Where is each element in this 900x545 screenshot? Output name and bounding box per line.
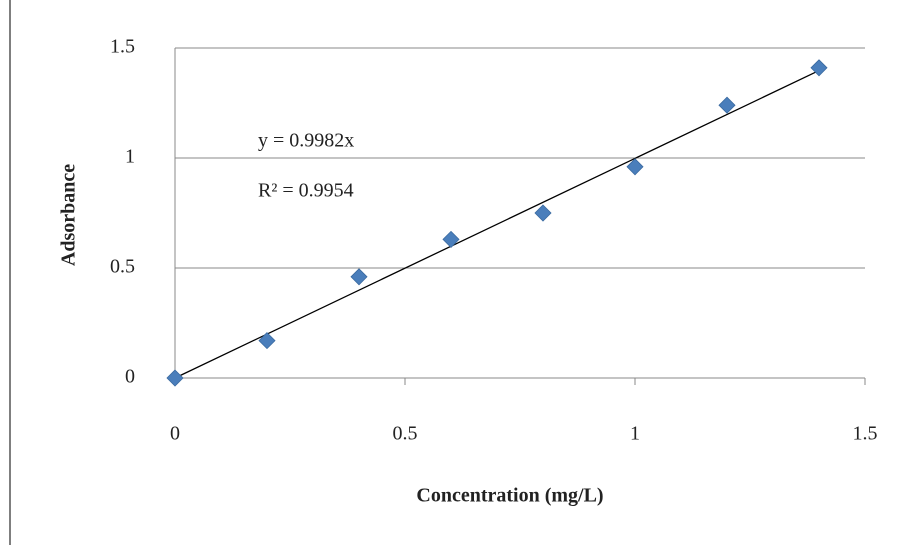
x-axis-title: Concentration (mg/L) (416, 485, 603, 507)
data-point (259, 333, 275, 349)
page: {"chart_data": {"type": "scatter", "x_la… (0, 0, 900, 545)
chart: Adsorbance Concentration (mg/L) y = 0.99… (0, 0, 900, 545)
trendline (175, 71, 819, 378)
data-point (535, 205, 551, 221)
data-point (443, 231, 459, 247)
data-point (167, 370, 183, 386)
y-tick-label: 0 (125, 366, 135, 388)
x-tick-label: 1.5 (853, 423, 878, 445)
x-tick-label: 0.5 (393, 423, 418, 445)
y-tick-label: 1 (125, 146, 135, 168)
x-tick-label: 0 (170, 423, 180, 445)
data-point (719, 97, 735, 113)
x-tick-label: 1 (630, 423, 640, 445)
y-tick-label: 1.5 (110, 36, 135, 58)
y-axis-title: Adsorbance (58, 164, 80, 266)
r-squared: R² = 0.9954 (258, 180, 354, 202)
trendline-equation: y = 0.9982x (258, 130, 354, 152)
y-tick-label: 0.5 (110, 256, 135, 278)
data-point (351, 269, 367, 285)
